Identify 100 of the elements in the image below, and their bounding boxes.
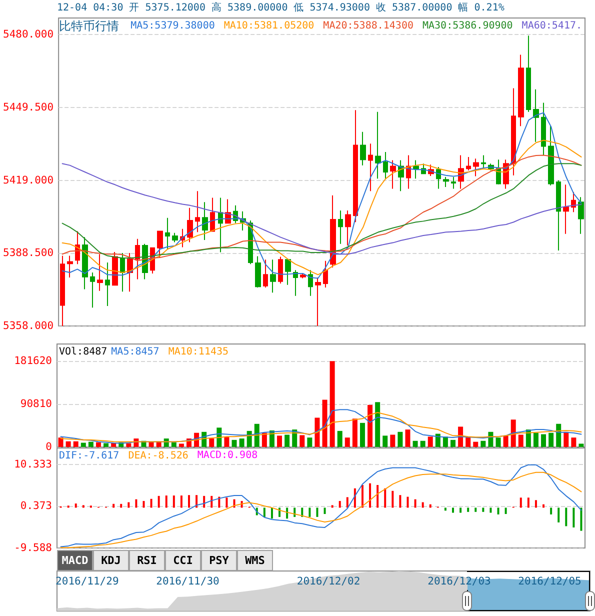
y-tick-label: 90810 [20, 398, 52, 410]
bar [368, 404, 373, 447]
tab: CCI [165, 550, 201, 571]
candlestick [563, 184, 569, 234]
candlestick [578, 196, 584, 234]
bar [112, 504, 115, 508]
bar [399, 495, 402, 508]
bar [171, 442, 176, 447]
line-series [62, 112, 582, 279]
y-tick-label: 5358.000 [2, 320, 54, 332]
text: MA10:11435 [168, 346, 229, 358]
x-tick-label: 2016/12/02 [296, 576, 360, 588]
bar [375, 402, 380, 447]
candlestick [481, 154, 486, 168]
candlestick [157, 230, 163, 258]
text: MA5:5379.38000 [130, 20, 215, 32]
candlestick [526, 35, 531, 112]
bar [239, 438, 244, 447]
candlestick [451, 176, 456, 190]
text: DEA:-8.526 [128, 450, 188, 462]
bar [74, 503, 77, 508]
bar [382, 436, 388, 447]
bar [580, 508, 582, 531]
bar [307, 438, 312, 447]
candlestick [345, 210, 351, 246]
bar [270, 508, 273, 519]
bar [442, 436, 448, 447]
bar [346, 497, 348, 508]
candlestick [97, 254, 103, 292]
bar [337, 430, 342, 447]
bar [300, 435, 305, 447]
bar [178, 444, 184, 447]
bar [414, 499, 416, 508]
bar [120, 504, 122, 508]
bar [73, 441, 78, 447]
x-tick-label: 2016/12/05 [518, 576, 582, 588]
bar [330, 361, 335, 447]
bar [150, 498, 152, 508]
candlestick [338, 210, 343, 244]
bar [277, 436, 282, 447]
bar [534, 500, 537, 508]
candlestick [466, 156, 471, 171]
candlestick [556, 180, 561, 252]
candlestick [293, 270, 298, 296]
bar [209, 438, 214, 447]
bar [142, 500, 145, 508]
bar [533, 432, 538, 447]
candlestick [353, 110, 358, 223]
bar [444, 508, 446, 511]
text: MA20:5388.14300 [323, 20, 414, 32]
candlestick [218, 197, 223, 253]
candlestick [315, 277, 321, 326]
bar [158, 496, 160, 508]
text: MA30:5386.90900 [422, 20, 513, 32]
bar [360, 422, 365, 447]
bar [58, 438, 64, 447]
bar [82, 505, 84, 508]
bar [96, 442, 101, 447]
y-tick-label: 0.373 [20, 500, 52, 512]
candlestick [330, 194, 336, 268]
bar [196, 495, 198, 508]
bar [467, 508, 470, 512]
candlestick [571, 192, 576, 213]
candlestick [210, 197, 215, 232]
chart-subtitle: 比特币行情 [59, 19, 119, 33]
candlestick [511, 88, 516, 176]
tab: RSI [129, 550, 165, 571]
x-tick-label: 2016/12/03 [428, 576, 491, 588]
bar [510, 420, 516, 447]
bar [497, 508, 500, 514]
y-tick-label: 5388.500 [2, 247, 54, 260]
bar [450, 440, 456, 447]
candlestick [436, 166, 441, 190]
bar [578, 444, 584, 447]
bar [474, 508, 477, 512]
annotation: MACD:0.908 [197, 450, 258, 462]
candlestick [263, 259, 268, 288]
bar [66, 441, 71, 447]
tab: PSY [201, 550, 237, 571]
y-tick-label: 5449.500 [2, 102, 54, 114]
bar [126, 443, 132, 447]
bar [390, 434, 396, 447]
line-series [62, 140, 582, 276]
bar [422, 502, 424, 508]
candlestick [518, 54, 524, 127]
bar [406, 496, 409, 508]
tab: MACD [57, 550, 93, 571]
bar [558, 508, 560, 522]
bar [564, 432, 569, 447]
bar [376, 484, 379, 508]
bar [452, 508, 454, 513]
bar [338, 500, 341, 508]
bar [128, 502, 130, 508]
candlestick [67, 255, 73, 278]
candlestick [165, 217, 170, 250]
bar [331, 505, 334, 508]
bar [405, 430, 410, 447]
candlestick [187, 207, 193, 243]
candlestick [308, 270, 313, 296]
bar [550, 508, 552, 514]
